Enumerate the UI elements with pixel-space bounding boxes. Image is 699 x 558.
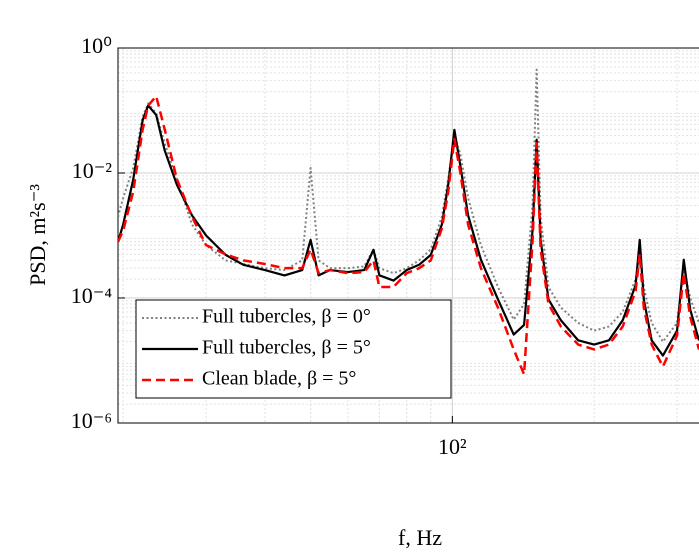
legend: Full tubercles, β = 0° Full tubercles, β … bbox=[135, 299, 452, 399]
y-tick-label: 10⁰ bbox=[81, 33, 112, 58]
y-tick-label: 10⁻⁴ bbox=[71, 283, 113, 308]
legend-label: Full tubercles, β = 0° bbox=[202, 306, 371, 328]
y-axis-label: PSD, m²s⁻³ bbox=[25, 184, 50, 286]
series-line bbox=[118, 68, 699, 343]
plot-area bbox=[118, 68, 699, 376]
x-axis-label: f, Hz bbox=[398, 525, 442, 550]
legend-label: Full tubercles, β = 5° bbox=[202, 337, 371, 359]
x-tick-label: 10² bbox=[438, 434, 467, 459]
series-line bbox=[118, 94, 699, 376]
y-tick-label: 10⁻² bbox=[72, 158, 113, 183]
series-line bbox=[118, 104, 699, 357]
legend-label: Clean blade, β = 5° bbox=[202, 368, 356, 390]
y-tick-label: 10⁻⁶ bbox=[71, 408, 112, 433]
axis-frame bbox=[117, 47, 699, 424]
